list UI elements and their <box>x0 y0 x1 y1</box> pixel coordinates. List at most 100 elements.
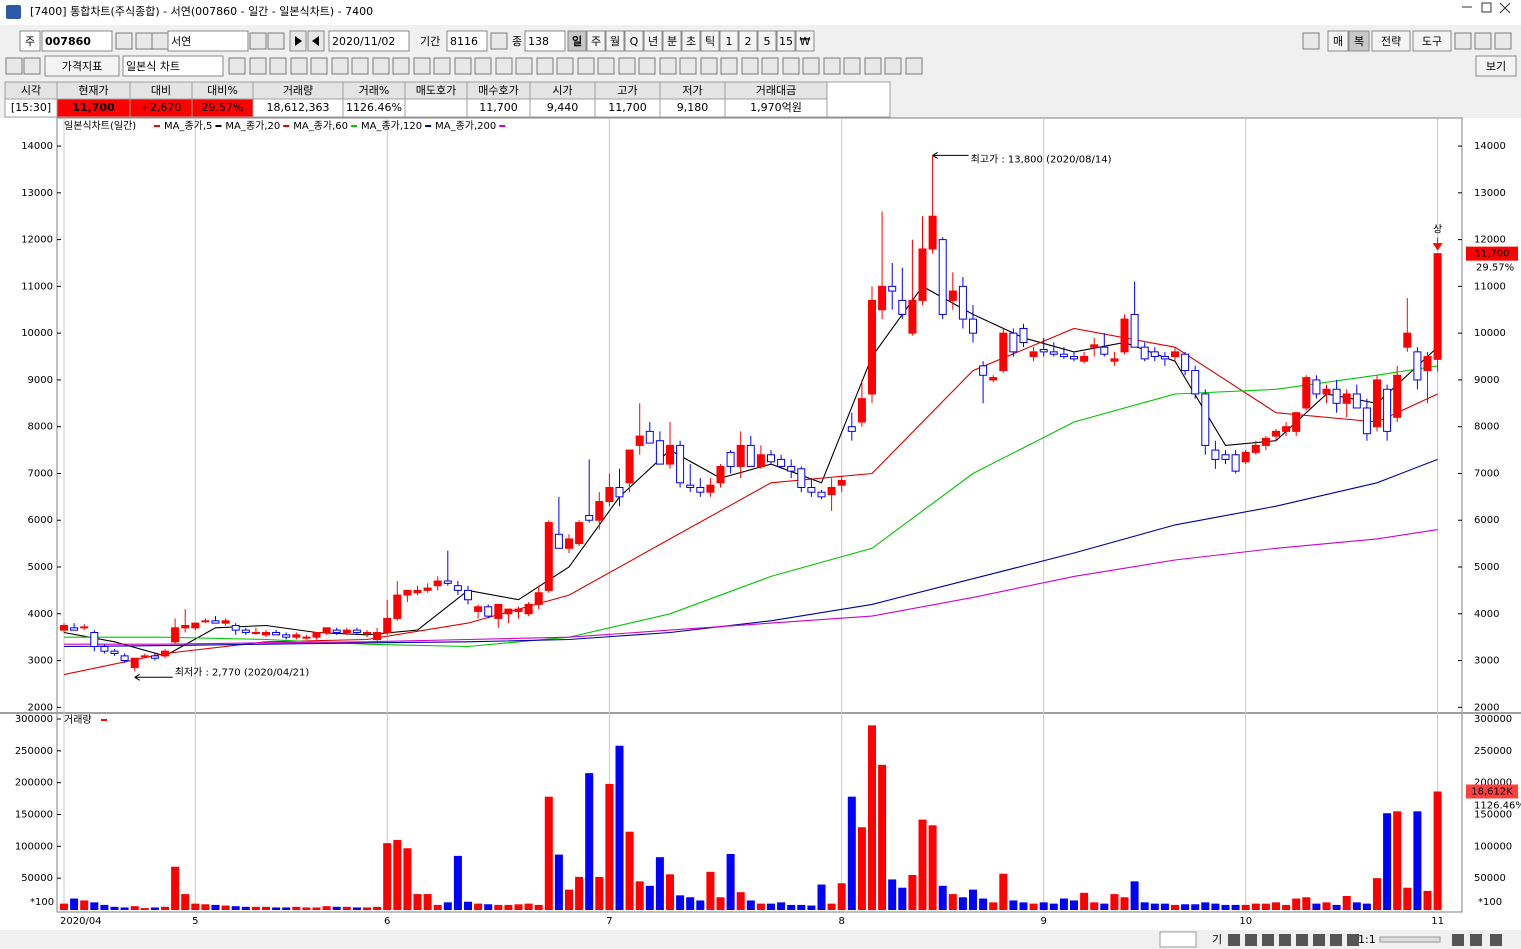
view-button[interactable] <box>1475 55 1517 77</box>
right-button-label: 전략 <box>1381 35 1401 48</box>
last-price-box <box>1466 246 1518 261</box>
right-button[interactable] <box>1348 30 1370 52</box>
tool-icon[interactable] <box>249 32 267 50</box>
tool-icon[interactable] <box>351 57 369 75</box>
tool-icon[interactable] <box>679 57 697 75</box>
right-button[interactable] <box>1327 30 1349 52</box>
zoom-slider[interactable] <box>1379 936 1441 943</box>
footer-icon[interactable] <box>1245 934 1257 946</box>
tool-icon[interactable] <box>474 57 492 75</box>
right-button[interactable] <box>1371 30 1411 52</box>
tool-icon[interactable] <box>23 57 41 75</box>
tool-icon[interactable] <box>228 57 246 75</box>
tool-icon[interactable] <box>5 57 23 75</box>
right-button[interactable] <box>1412 30 1452 52</box>
name-input[interactable] <box>167 30 249 52</box>
interval-button[interactable] <box>605 30 625 52</box>
volume-bar <box>1191 904 1200 910</box>
tool-icon[interactable] <box>638 57 656 75</box>
interval-button[interactable] <box>738 30 758 52</box>
volume-bar <box>110 906 119 910</box>
tool-icon[interactable] <box>433 57 451 75</box>
tool-icon[interactable] <box>618 57 636 75</box>
tool-icon[interactable] <box>490 32 508 50</box>
interval-button[interactable] <box>757 30 777 52</box>
footer-icon[interactable] <box>1347 934 1359 946</box>
close[interactable] <box>1499 2 1511 14</box>
scrollbar[interactable] <box>1159 931 1197 948</box>
footer-icon[interactable] <box>1313 934 1325 946</box>
count-input[interactable] <box>524 30 566 52</box>
tool-icon[interactable] <box>823 57 841 75</box>
tool-icon[interactable] <box>372 57 390 75</box>
tool-icon[interactable] <box>151 32 169 50</box>
tool-icon[interactable] <box>905 57 923 75</box>
market-select[interactable] <box>19 30 41 52</box>
tool-icon[interactable] <box>597 57 615 75</box>
candle-body <box>1080 356 1089 362</box>
volume-bar <box>1059 898 1068 910</box>
tool-icon[interactable] <box>1494 32 1512 50</box>
period-input[interactable] <box>446 30 488 52</box>
tool-icon[interactable] <box>1474 32 1492 50</box>
chart-style-select[interactable] <box>122 55 224 77</box>
tool-icon[interactable] <box>135 32 153 50</box>
interval-button[interactable] <box>681 30 701 52</box>
tool-icon[interactable] <box>515 57 533 75</box>
interval-button[interactable] <box>719 30 739 52</box>
code-input[interactable] <box>41 30 113 52</box>
date-input[interactable] <box>328 30 410 52</box>
interval-button[interactable] <box>795 30 815 52</box>
tool-icon[interactable] <box>659 57 677 75</box>
candle-body <box>726 451 735 467</box>
candle-body <box>1130 313 1139 348</box>
tool-icon[interactable] <box>556 57 574 75</box>
footer-icon[interactable] <box>1262 934 1274 946</box>
tool-icon[interactable] <box>577 57 595 75</box>
tool-icon[interactable] <box>331 57 349 75</box>
footer-icon[interactable] <box>1470 934 1482 946</box>
candle-body <box>615 486 624 498</box>
interval-button[interactable] <box>643 30 663 52</box>
interval-button[interactable] <box>776 30 796 52</box>
window-controls[interactable] <box>1462 2 1511 14</box>
tool-icon[interactable] <box>454 57 472 75</box>
volume-bar <box>565 889 573 910</box>
maximize[interactable] <box>1481 2 1492 13</box>
tool-icon[interactable] <box>720 57 738 75</box>
tool-icon[interactable] <box>843 57 861 75</box>
tool-icon[interactable] <box>1454 32 1472 50</box>
candle-body <box>918 248 927 301</box>
interval-button[interactable] <box>586 30 606 52</box>
tool-icon[interactable] <box>267 32 285 50</box>
footer-icon[interactable] <box>1452 934 1464 946</box>
interval-button[interactable] <box>567 30 587 52</box>
interval-button[interactable] <box>700 30 720 52</box>
tool-icon[interactable] <box>115 32 133 50</box>
tool-icon[interactable] <box>864 57 882 75</box>
tool-icon[interactable] <box>269 57 287 75</box>
tool-icon[interactable] <box>249 57 267 75</box>
interval-button[interactable] <box>624 30 644 52</box>
tool-icon[interactable] <box>413 57 431 75</box>
tool-icon[interactable] <box>495 57 513 75</box>
tool-icon[interactable] <box>700 57 718 75</box>
footer-icon[interactable] <box>1228 934 1240 946</box>
indicator-select[interactable] <box>44 55 120 77</box>
tool-icon[interactable] <box>802 57 820 75</box>
tool-icon[interactable] <box>310 57 328 75</box>
tool-icon[interactable] <box>884 57 902 75</box>
tool-icon[interactable] <box>536 57 554 75</box>
tool-icon[interactable] <box>741 57 759 75</box>
tool-icon[interactable] <box>392 57 410 75</box>
tool-icon[interactable] <box>1302 32 1320 50</box>
footer-icon[interactable] <box>1490 934 1502 946</box>
tool-icon[interactable] <box>761 57 779 75</box>
tool-icon[interactable] <box>782 57 800 75</box>
footer-icon[interactable] <box>1279 934 1291 946</box>
volume-bar <box>1241 904 1250 910</box>
tool-icon[interactable] <box>290 57 308 75</box>
footer-icon[interactable] <box>1330 934 1342 946</box>
interval-button[interactable] <box>662 30 682 52</box>
footer-icon[interactable] <box>1296 934 1308 946</box>
